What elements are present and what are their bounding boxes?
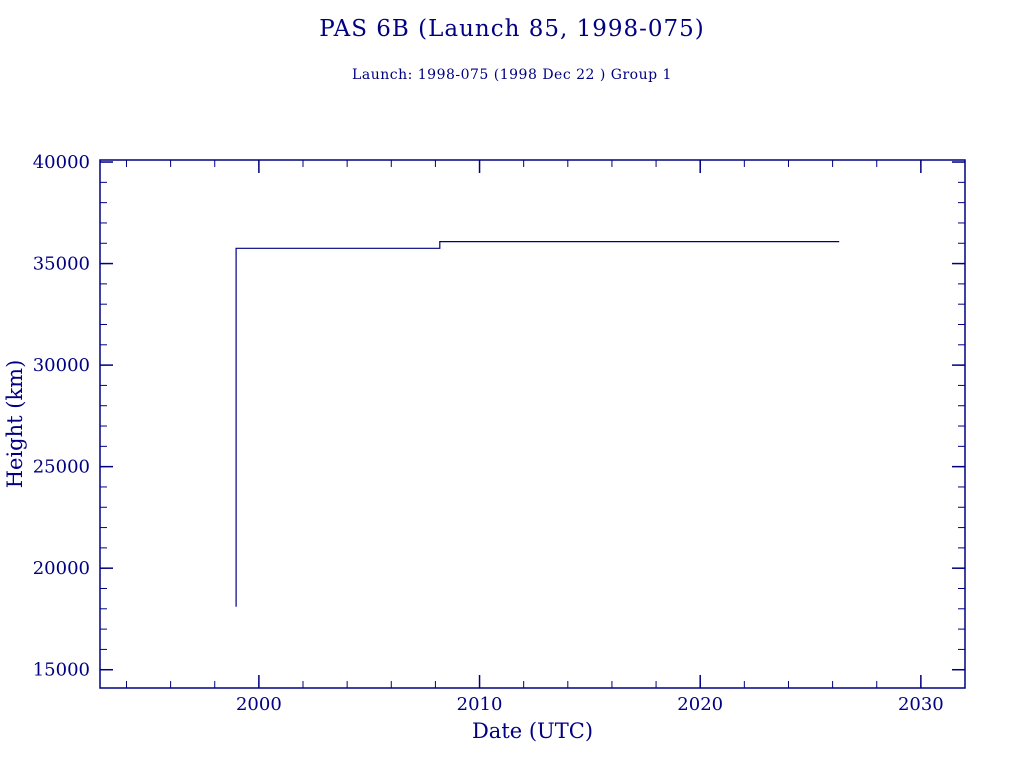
- svg-text:15000: 15000: [33, 660, 90, 681]
- chart-subtitle: Launch: 1998-075 (1998 Dec 22 ) Group 1: [352, 67, 672, 83]
- svg-text:2010: 2010: [457, 694, 503, 715]
- svg-text:2030: 2030: [898, 694, 944, 715]
- x-axis-label: Date (UTC): [472, 719, 593, 743]
- data-series-line: [235, 241, 840, 607]
- svg-text:40000: 40000: [33, 152, 90, 173]
- svg-text:30000: 30000: [33, 355, 90, 376]
- chart-title: PAS 6B (Launch 85, 1998-075): [319, 16, 705, 42]
- y-axis-label: Height (km): [3, 360, 27, 489]
- svg-text:2020: 2020: [677, 694, 723, 715]
- svg-text:20000: 20000: [33, 558, 90, 579]
- svg-text:35000: 35000: [33, 254, 90, 275]
- svg-text:2000: 2000: [236, 694, 282, 715]
- svg-text:25000: 25000: [33, 457, 90, 478]
